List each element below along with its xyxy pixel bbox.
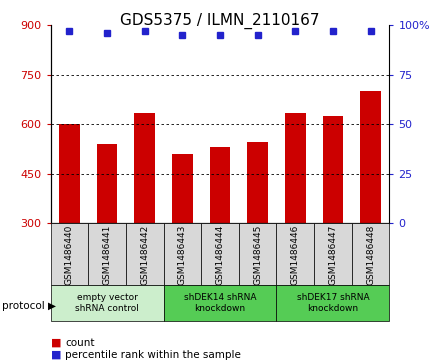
Bar — [172, 154, 193, 223]
Bar — [285, 113, 306, 223]
Text: shDEK17 shRNA
knockdown: shDEK17 shRNA knockdown — [297, 293, 369, 313]
Bar — [201, 223, 239, 285]
Bar — [323, 116, 343, 223]
Bar — [276, 285, 389, 321]
Text: GSM1486444: GSM1486444 — [216, 225, 224, 285]
Text: ■: ■ — [51, 350, 61, 360]
Text: GSM1486441: GSM1486441 — [103, 225, 112, 285]
Text: count: count — [65, 338, 95, 348]
Text: GSM1486447: GSM1486447 — [328, 225, 337, 285]
Bar — [209, 147, 231, 223]
Text: GSM1486440: GSM1486440 — [65, 225, 74, 285]
Bar — [314, 223, 352, 285]
Text: shDEK14 shRNA
knockdown: shDEK14 shRNA knockdown — [184, 293, 256, 313]
Bar — [88, 223, 126, 285]
Text: protocol ▶: protocol ▶ — [2, 301, 56, 311]
Bar — [276, 223, 314, 285]
Bar — [247, 142, 268, 223]
Bar — [360, 91, 381, 223]
Text: empty vector
shRNA control: empty vector shRNA control — [75, 293, 139, 313]
Text: GDS5375 / ILMN_2110167: GDS5375 / ILMN_2110167 — [120, 13, 320, 29]
Bar — [134, 113, 155, 223]
Text: GSM1486446: GSM1486446 — [291, 225, 300, 285]
Bar — [126, 223, 164, 285]
Bar — [51, 285, 164, 321]
Text: GSM1486445: GSM1486445 — [253, 225, 262, 285]
Text: ■: ■ — [51, 338, 61, 348]
Bar — [51, 223, 88, 285]
Bar — [164, 223, 201, 285]
Bar — [59, 124, 80, 223]
Bar — [352, 223, 389, 285]
Text: percentile rank within the sample: percentile rank within the sample — [65, 350, 241, 360]
Text: GSM1486443: GSM1486443 — [178, 225, 187, 285]
Bar — [239, 223, 276, 285]
Text: GSM1486442: GSM1486442 — [140, 225, 149, 285]
Text: GSM1486448: GSM1486448 — [366, 225, 375, 285]
Bar — [97, 144, 117, 223]
Bar — [164, 285, 276, 321]
